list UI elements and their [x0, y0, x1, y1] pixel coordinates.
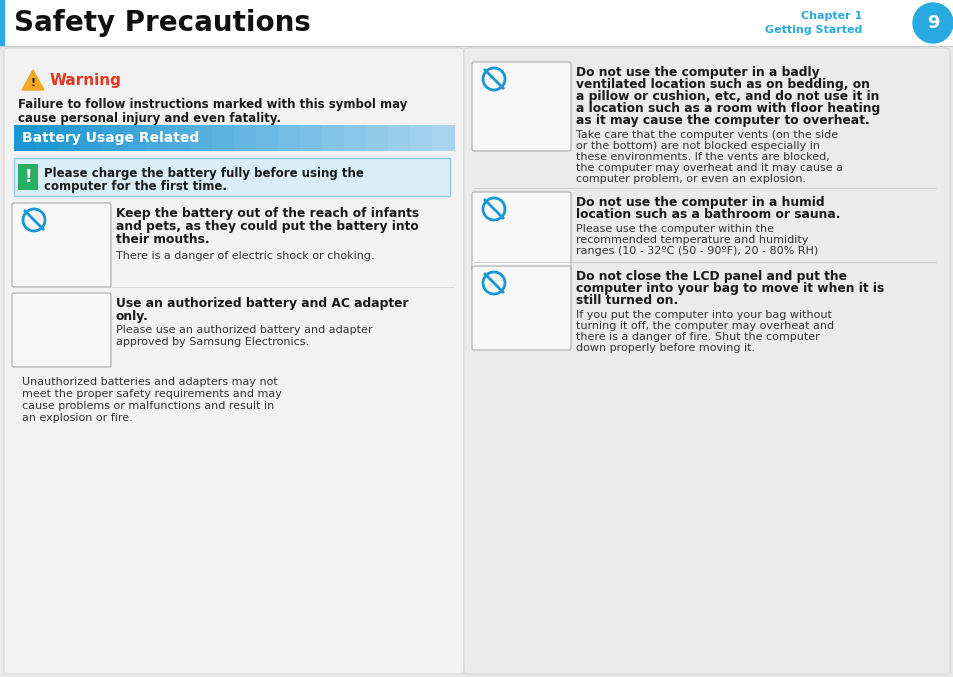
Text: approved by Samsung Electronics.: approved by Samsung Electronics. — [116, 337, 309, 347]
Text: the computer may overheat and it may cause a: the computer may overheat and it may cau… — [576, 163, 842, 173]
Text: Please use the computer within the: Please use the computer within the — [576, 224, 773, 234]
Text: computer into your bag to move it when it is: computer into your bag to move it when i… — [576, 282, 883, 295]
Text: there is a danger of fire. Shut the computer: there is a danger of fire. Shut the comp… — [576, 332, 819, 342]
Text: Battery Usage Related: Battery Usage Related — [22, 131, 199, 145]
Text: a pillow or cushion, etc, and do not use it in: a pillow or cushion, etc, and do not use… — [576, 90, 879, 103]
FancyBboxPatch shape — [410, 125, 433, 151]
FancyBboxPatch shape — [80, 125, 103, 151]
FancyBboxPatch shape — [463, 48, 949, 674]
Text: these environments. If the vents are blocked,: these environments. If the vents are blo… — [576, 152, 829, 162]
FancyBboxPatch shape — [12, 293, 111, 367]
FancyBboxPatch shape — [4, 48, 463, 674]
Text: !: ! — [30, 78, 35, 88]
Text: their mouths.: their mouths. — [116, 233, 210, 246]
FancyBboxPatch shape — [102, 125, 125, 151]
FancyBboxPatch shape — [233, 125, 256, 151]
FancyBboxPatch shape — [58, 125, 81, 151]
FancyBboxPatch shape — [472, 192, 571, 271]
FancyBboxPatch shape — [212, 125, 234, 151]
Text: !: ! — [24, 168, 31, 186]
FancyBboxPatch shape — [472, 266, 571, 350]
Text: Please use an authorized battery and adapter: Please use an authorized battery and ada… — [116, 325, 372, 335]
Text: and pets, as they could put the battery into: and pets, as they could put the battery … — [116, 220, 418, 233]
Text: There is a danger of electric shock or choking.: There is a danger of electric shock or c… — [116, 251, 375, 261]
FancyBboxPatch shape — [472, 62, 571, 151]
Text: ranges (10 - 32ºC (50 - 90ºF), 20 - 80% RH): ranges (10 - 32ºC (50 - 90ºF), 20 - 80% … — [576, 246, 818, 256]
Text: recommended temperature and humidity: recommended temperature and humidity — [576, 235, 807, 245]
Text: Do not close the LCD panel and put the: Do not close the LCD panel and put the — [576, 270, 846, 283]
FancyBboxPatch shape — [366, 125, 389, 151]
Text: as it may cause the computer to overheat.: as it may cause the computer to overheat… — [576, 114, 869, 127]
Text: Failure to follow instructions marked with this symbol may: Failure to follow instructions marked wi… — [18, 98, 407, 111]
Text: Take care that the computer vents (on the side: Take care that the computer vents (on th… — [576, 130, 838, 140]
Text: cause problems or malfunctions and result in: cause problems or malfunctions and resul… — [22, 401, 274, 411]
FancyBboxPatch shape — [255, 125, 278, 151]
FancyBboxPatch shape — [12, 203, 111, 287]
FancyBboxPatch shape — [322, 125, 345, 151]
Text: Keep the battery out of the reach of infants: Keep the battery out of the reach of inf… — [116, 207, 418, 220]
Text: turning it off, the computer may overheat and: turning it off, the computer may overhea… — [576, 321, 833, 331]
FancyBboxPatch shape — [36, 125, 59, 151]
Text: Chapter 1: Chapter 1 — [800, 11, 862, 21]
FancyBboxPatch shape — [124, 125, 147, 151]
Text: 9: 9 — [925, 14, 939, 32]
Text: Do not use the computer in a badly: Do not use the computer in a badly — [576, 66, 819, 79]
Circle shape — [912, 3, 952, 43]
Text: If you put the computer into your bag without: If you put the computer into your bag wi… — [576, 310, 831, 320]
FancyBboxPatch shape — [14, 158, 450, 196]
FancyBboxPatch shape — [18, 164, 38, 190]
FancyBboxPatch shape — [344, 125, 367, 151]
FancyBboxPatch shape — [388, 125, 411, 151]
Text: down properly before moving it.: down properly before moving it. — [576, 343, 755, 353]
Text: Unauthorized batteries and adapters may not: Unauthorized batteries and adapters may … — [22, 377, 277, 387]
FancyBboxPatch shape — [0, 0, 5, 46]
FancyBboxPatch shape — [299, 125, 323, 151]
Text: Safety Precautions: Safety Precautions — [14, 9, 311, 37]
Text: cause personal injury and even fatality.: cause personal injury and even fatality. — [18, 112, 281, 125]
FancyBboxPatch shape — [0, 0, 953, 46]
Text: meet the proper safety requirements and may: meet the proper safety requirements and … — [22, 389, 281, 399]
Text: a location such as a room with floor heating: a location such as a room with floor hea… — [576, 102, 880, 115]
FancyBboxPatch shape — [277, 125, 301, 151]
Text: or the bottom) are not blocked especially in: or the bottom) are not blocked especiall… — [576, 141, 820, 151]
Text: ventilated location such as on bedding, on: ventilated location such as on bedding, … — [576, 78, 869, 91]
FancyBboxPatch shape — [168, 125, 191, 151]
FancyBboxPatch shape — [14, 125, 37, 151]
FancyBboxPatch shape — [146, 125, 169, 151]
Text: still turned on.: still turned on. — [576, 294, 678, 307]
Text: computer problem, or even an explosion.: computer problem, or even an explosion. — [576, 174, 805, 184]
Text: location such as a bathroom or sauna.: location such as a bathroom or sauna. — [576, 208, 840, 221]
FancyBboxPatch shape — [432, 125, 455, 151]
Text: Warning: Warning — [50, 72, 122, 87]
Text: computer for the first time.: computer for the first time. — [44, 180, 227, 193]
Text: an explosion or fire.: an explosion or fire. — [22, 413, 132, 423]
Text: only.: only. — [116, 310, 149, 323]
Text: Please charge the battery fully before using the: Please charge the battery fully before u… — [44, 167, 363, 180]
Text: Getting Started: Getting Started — [763, 25, 862, 35]
Polygon shape — [22, 70, 44, 90]
Text: Do not use the computer in a humid: Do not use the computer in a humid — [576, 196, 823, 209]
FancyBboxPatch shape — [190, 125, 213, 151]
Text: Use an authorized battery and AC adapter: Use an authorized battery and AC adapter — [116, 297, 408, 310]
